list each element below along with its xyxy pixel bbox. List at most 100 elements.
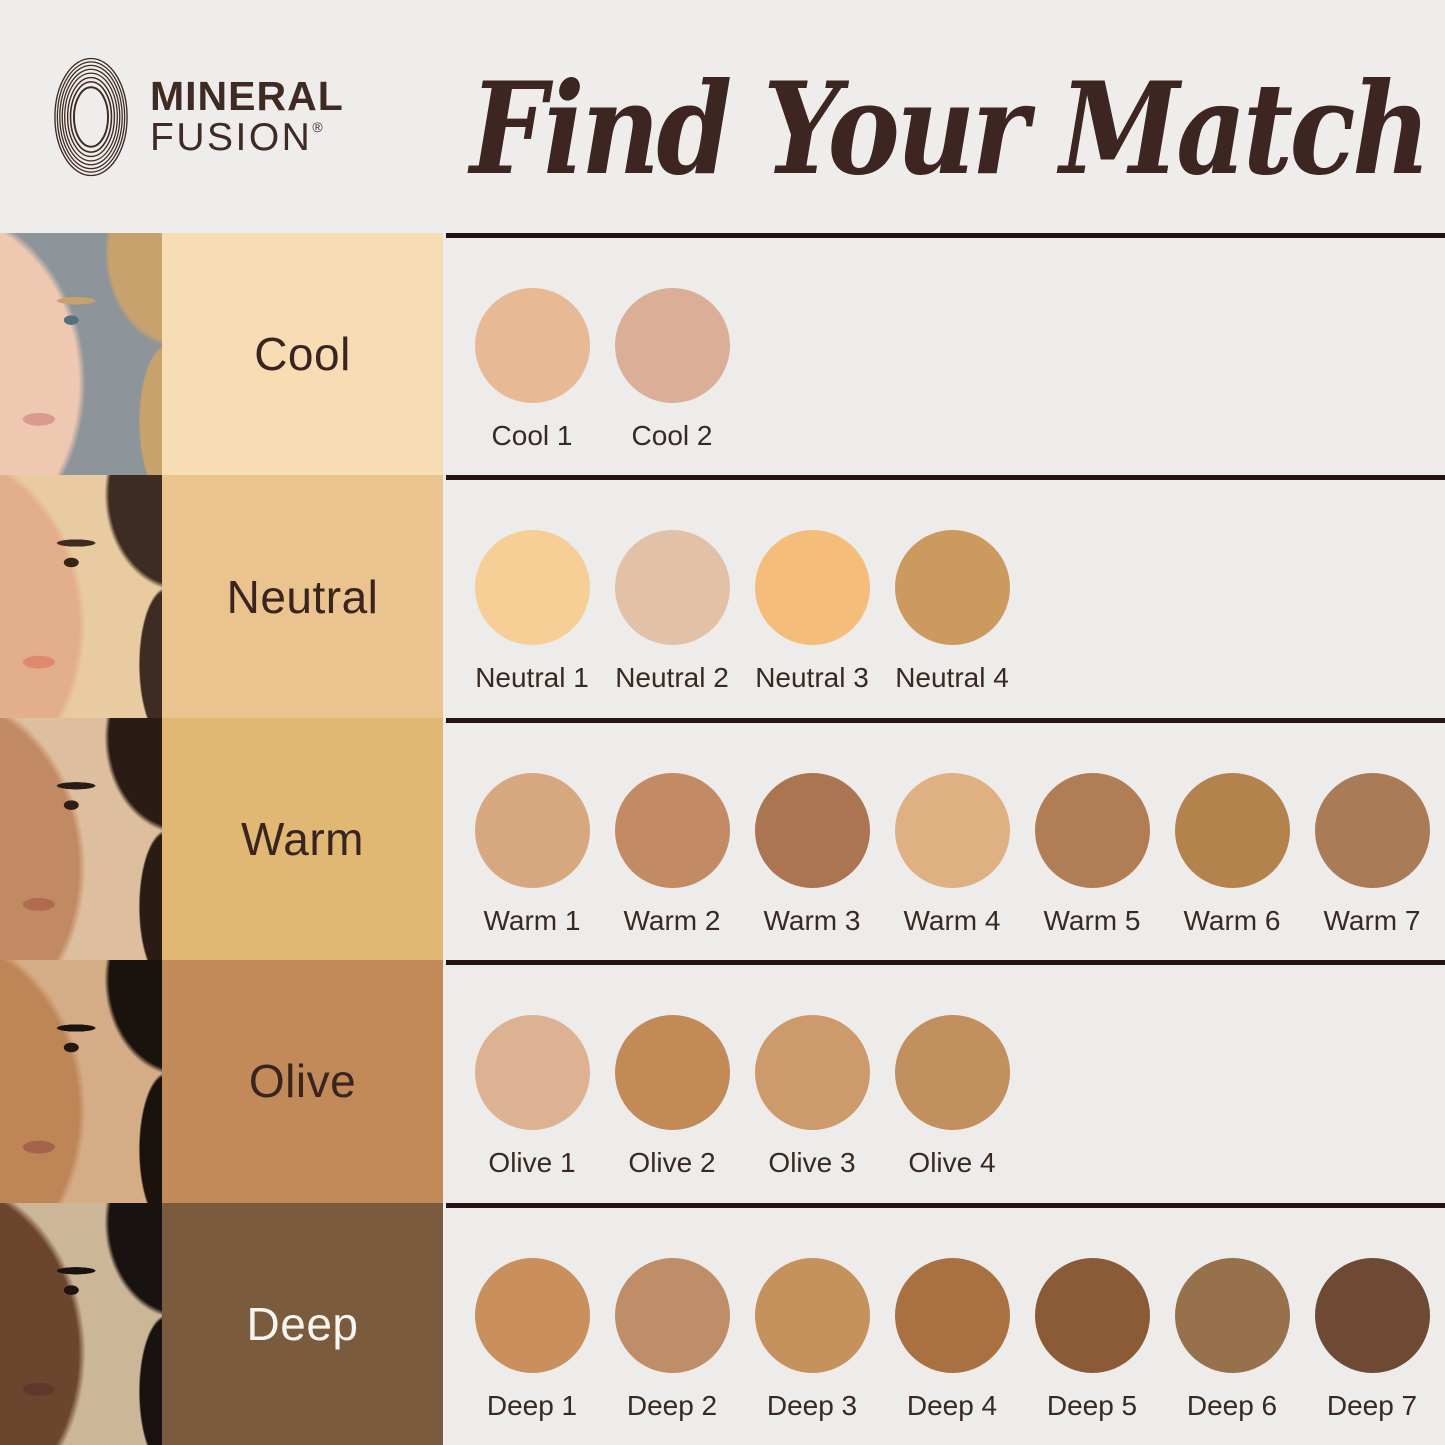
- swatch-area-neutral: Neutral 1 Neutral 2 Neutral 3 Neutral 4: [446, 475, 1445, 718]
- swatch-area-olive: Olive 1 Olive 2 Olive 3 Olive 4: [446, 960, 1445, 1203]
- swatch-label-warm-6: Warm 6: [1183, 904, 1281, 936]
- swatch-item-warm-5: Warm 5: [1022, 772, 1162, 937]
- swatch-circle-neutral-2: [614, 530, 730, 646]
- swatch-label-warm-5: Warm 5: [1043, 904, 1141, 936]
- swatch-item-deep-4: Deep 4: [882, 1257, 1022, 1422]
- swatch-label-deep-6: Deep 6: [1186, 1389, 1278, 1421]
- swatch-label-warm-2: Warm 2: [623, 904, 721, 936]
- swatch-circle-warm-7: [1314, 772, 1430, 888]
- swatch-item-warm-1: Warm 1: [462, 772, 602, 937]
- brand-name: MINERAL FUSION ®: [150, 75, 344, 158]
- swatch-label-warm-1: Warm 1: [483, 904, 581, 936]
- brand-name-line1: MINERAL: [150, 72, 344, 119]
- swatch-item-warm-3: Warm 3: [742, 772, 882, 937]
- shade-rows: Cool Cool 1 Cool 2 Neutral Neutral 1 Neutral …: [0, 233, 1445, 1445]
- registered-trademark-symbol: ®: [312, 118, 323, 135]
- swatch-circle-deep-2: [614, 1257, 730, 1373]
- swatch-item-deep-1: Deep 1: [462, 1257, 602, 1422]
- swatch-item-neutral-2: Neutral 2: [602, 530, 742, 694]
- swatch-area-deep: Deep 1 Deep 2 Deep 3 Deep 4 Deep 5 Deep 6 Deep…: [446, 1202, 1445, 1445]
- brand-name-line2: FUSION ®: [150, 115, 323, 159]
- swatch-circle-warm-5: [1034, 772, 1150, 888]
- swatch-circle-deep-7: [1314, 1257, 1430, 1373]
- swatch-label-cool-2: Cool 2: [631, 420, 713, 451]
- swatch-item-neutral-4: Neutral 4: [882, 530, 1022, 694]
- swatch-label-neutral-4: Neutral 4: [895, 662, 1009, 694]
- swatch-item-olive-1: Olive 1: [462, 1015, 602, 1179]
- swatch-label-olive-3: Olive 3: [768, 1147, 856, 1179]
- brand-logo: MINERAL FUSION ®: [52, 55, 392, 179]
- swatch-label-deep-5: Deep 5: [1046, 1389, 1138, 1421]
- shade-row-neutral: Neutral Neutral 1 Neutral 2 Neutral 3 Neutra…: [0, 475, 1445, 718]
- swatch-item-warm-2: Warm 2: [602, 772, 742, 937]
- swatch-circle-olive-3: [754, 1015, 870, 1131]
- portrait-photo-cool: [0, 233, 162, 476]
- swatch-item-deep-7: Deep 7: [1302, 1257, 1442, 1422]
- shade-row-warm: Warm Warm 1 Warm 2 Warm 3 Warm 4 Warm 5 Warm 6…: [0, 717, 1445, 961]
- swatch-item-cool-1: Cool 1: [462, 288, 602, 452]
- swatch-label-deep-4: Deep 4: [906, 1389, 998, 1421]
- shade-row-olive: Olive Olive 1 Olive 2 Olive 3 Olive 4: [0, 960, 1445, 1203]
- swatch-circle-deep-6: [1174, 1257, 1290, 1373]
- swatch-label-deep-7: Deep 7: [1326, 1389, 1418, 1421]
- swatch-circle-cool-2: [614, 288, 730, 403]
- swatch-circle-neutral-3: [754, 530, 870, 646]
- page-title: Find Your Match: [469, 54, 1431, 203]
- swatch-label-olive-1: Olive 1: [488, 1147, 576, 1179]
- swatch-label-deep-1: Deep 1: [486, 1389, 578, 1421]
- swatch-circle-warm-1: [474, 772, 590, 888]
- swatch-circle-olive-4: [894, 1015, 1010, 1131]
- portrait-photo-neutral: [0, 475, 162, 718]
- row-label-neutral: Neutral: [162, 475, 443, 718]
- swatch-item-olive-2: Olive 2: [602, 1015, 742, 1179]
- portrait-photo-warm: [0, 717, 162, 961]
- mineral-fusion-rings-icon: [54, 57, 128, 176]
- swatch-item-olive-3: Olive 3: [742, 1015, 882, 1179]
- shade-row-deep: Deep Deep 1 Deep 2 Deep 3 Deep 4 Deep 5 Deep 6…: [0, 1202, 1445, 1445]
- swatch-label-olive-4: Olive 4: [908, 1147, 996, 1179]
- swatch-circle-warm-2: [614, 772, 730, 888]
- swatch-label-deep-2: Deep 2: [626, 1389, 718, 1421]
- swatch-circle-olive-2: [614, 1015, 730, 1131]
- swatch-circle-warm-6: [1174, 772, 1290, 888]
- swatch-item-deep-5: Deep 5: [1022, 1257, 1162, 1422]
- swatch-label-warm-3: Warm 3: [763, 904, 861, 936]
- row-label-warm: Warm: [162, 717, 443, 961]
- swatch-item-deep-3: Deep 3: [742, 1257, 882, 1422]
- swatch-label-olive-2: Olive 2: [628, 1147, 716, 1179]
- header: MINERAL FUSION ® Find Your Match: [0, 0, 1445, 233]
- swatch-item-neutral-3: Neutral 3: [742, 530, 882, 694]
- swatch-area-warm: Warm 1 Warm 2 Warm 3 Warm 4 Warm 5 Warm 6 Warm…: [446, 717, 1445, 961]
- swatch-label-cool-1: Cool 1: [491, 420, 573, 451]
- swatch-item-neutral-1: Neutral 1: [462, 530, 602, 694]
- swatch-item-deep-2: Deep 2: [602, 1257, 742, 1422]
- portrait-photo-olive: [0, 960, 162, 1203]
- shade-row-cool: Cool Cool 1 Cool 2: [0, 233, 1445, 476]
- swatch-circle-deep-1: [474, 1257, 590, 1373]
- row-label-cool: Cool: [162, 233, 443, 476]
- row-label-deep: Deep: [162, 1202, 443, 1445]
- swatch-area-cool: Cool 1 Cool 2: [446, 233, 1445, 476]
- swatch-label-warm-4: Warm 4: [903, 904, 1001, 936]
- swatch-label-neutral-1: Neutral 1: [475, 662, 589, 694]
- swatch-label-deep-3: Deep 3: [766, 1389, 858, 1421]
- swatch-item-warm-4: Warm 4: [882, 772, 1022, 937]
- swatch-item-cool-2: Cool 2: [602, 288, 742, 452]
- swatch-circle-deep-4: [894, 1257, 1010, 1373]
- swatch-label-neutral-2: Neutral 2: [615, 662, 729, 694]
- swatch-item-olive-4: Olive 4: [882, 1015, 1022, 1179]
- swatch-circle-cool-1: [474, 288, 590, 403]
- portrait-photo-deep: [0, 1202, 162, 1445]
- swatch-item-warm-6: Warm 6: [1162, 772, 1302, 937]
- swatch-label-warm-7: Warm 7: [1323, 904, 1421, 936]
- swatch-label-neutral-3: Neutral 3: [755, 662, 869, 694]
- swatch-circle-deep-3: [754, 1257, 870, 1373]
- swatch-circle-neutral-4: [894, 530, 1010, 646]
- swatch-circle-warm-4: [894, 772, 1010, 888]
- swatch-circle-deep-5: [1034, 1257, 1150, 1373]
- swatch-circle-neutral-1: [474, 530, 590, 646]
- swatch-item-warm-7: Warm 7: [1302, 772, 1442, 937]
- swatch-circle-olive-1: [474, 1015, 590, 1131]
- row-label-olive: Olive: [162, 960, 443, 1203]
